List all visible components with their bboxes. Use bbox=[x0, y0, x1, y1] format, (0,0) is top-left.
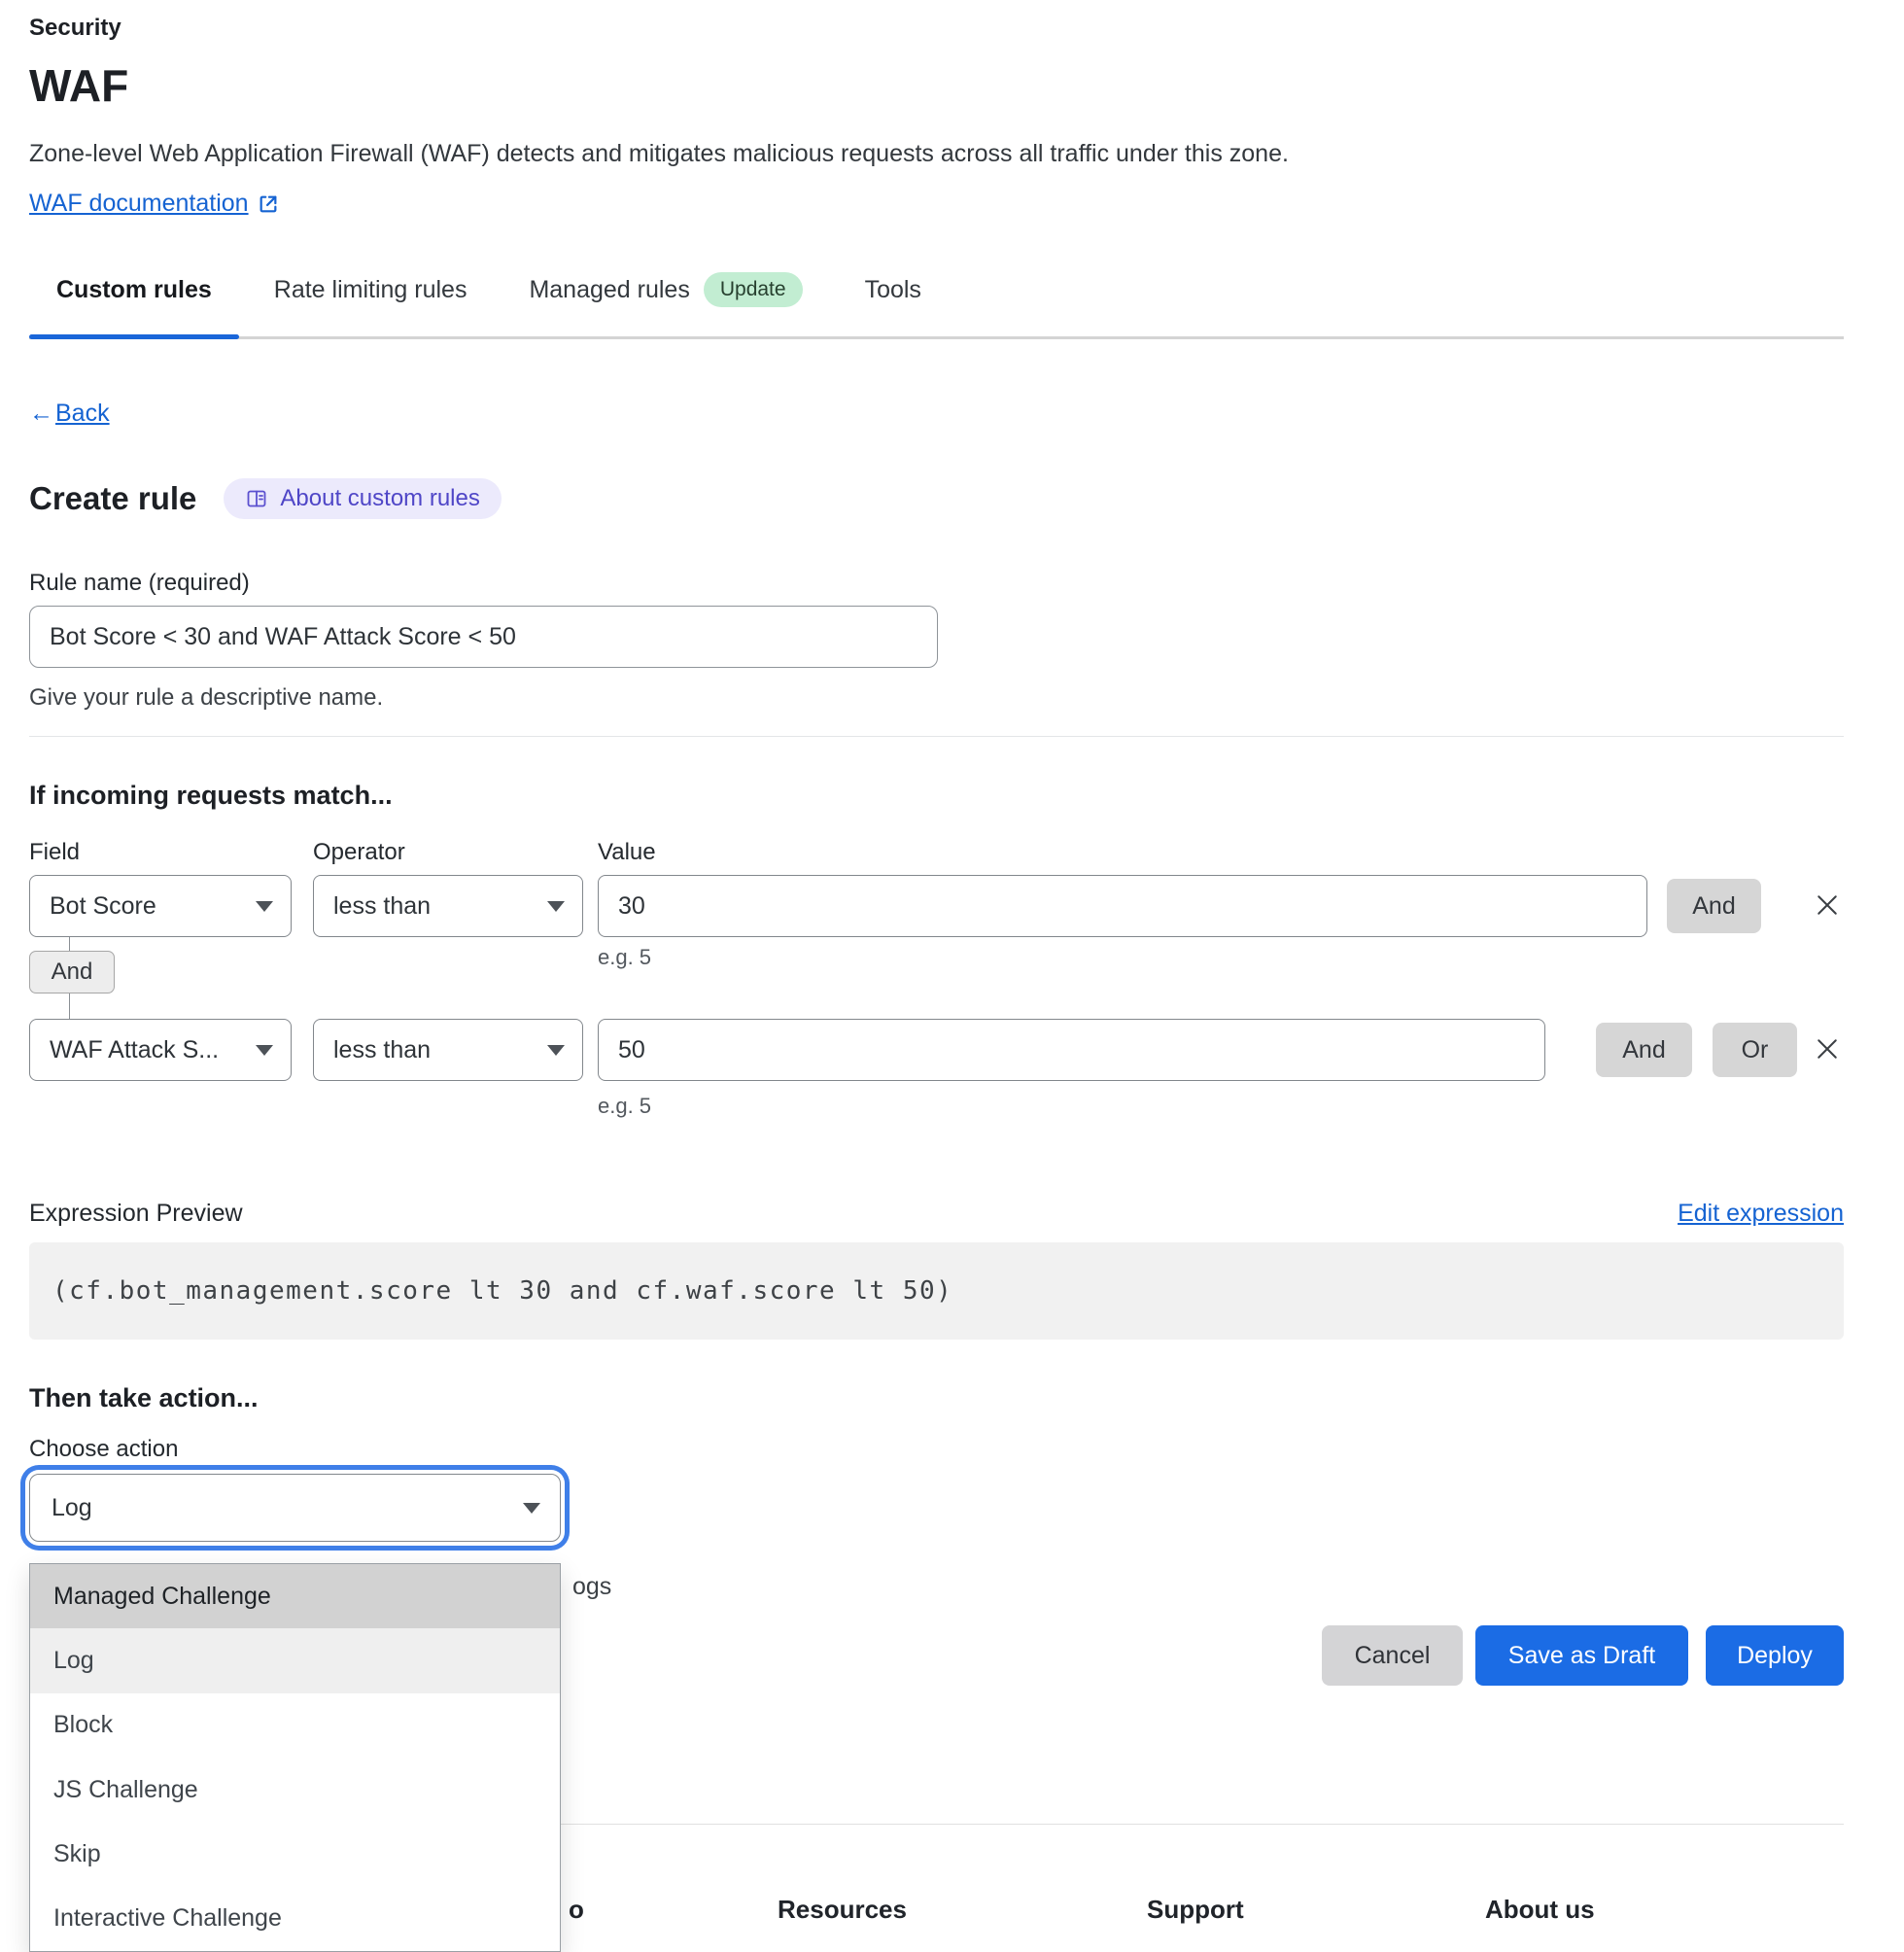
matcher-heading: If incoming requests match... bbox=[29, 781, 393, 810]
rule-name-label: Rule name (required) bbox=[29, 570, 250, 596]
about-custom-rules-label: About custom rules bbox=[280, 485, 480, 511]
footer-column-fragment: o bbox=[569, 1895, 584, 1924]
back-arrow-icon: ← bbox=[29, 400, 53, 427]
page-description: Zone-level Web Application Firewall (WAF… bbox=[29, 140, 1289, 167]
form-actions: Cancel Save as Draft Deploy bbox=[29, 1625, 1844, 1686]
footer-column-resources: Resources bbox=[778, 1895, 907, 1924]
matcher-column-labels: Field Operator Value bbox=[29, 838, 1844, 867]
value-hint-2: e.g. 5 bbox=[598, 1094, 652, 1118]
obscured-text-fragment: ogs bbox=[572, 1573, 612, 1600]
back-label: Back bbox=[55, 400, 110, 427]
menu-item-log[interactable]: Log bbox=[30, 1628, 560, 1693]
value-input-2[interactable] bbox=[598, 1019, 1545, 1081]
tab-tools[interactable]: Tools bbox=[838, 272, 949, 336]
chevron-down-icon bbox=[256, 900, 273, 912]
condition-connector-zone: And e.g. 5 bbox=[29, 937, 1844, 1019]
operator-select-1-value: less than bbox=[333, 891, 432, 920]
value-input-1[interactable] bbox=[598, 875, 1647, 937]
operator-select-2[interactable]: less than bbox=[313, 1019, 583, 1081]
page-footer: o Resources Support About us bbox=[29, 1824, 1844, 1950]
rule-name-help: Give your rule a descriptive name. bbox=[29, 684, 384, 711]
add-or-condition-button-2[interactable]: Or bbox=[1713, 1023, 1797, 1077]
tab-rate-limiting-rules[interactable]: Rate limiting rules bbox=[247, 272, 495, 336]
chevron-down-icon bbox=[523, 1502, 540, 1514]
save-as-draft-button[interactable]: Save as Draft bbox=[1475, 1625, 1688, 1686]
chevron-down-icon bbox=[547, 1044, 565, 1056]
footer-column-about-us: About us bbox=[1485, 1895, 1595, 1924]
book-icon bbox=[245, 487, 268, 510]
choose-action-label: Choose action bbox=[29, 1436, 179, 1462]
field-select-1-value: Bot Score bbox=[50, 891, 156, 920]
operator-select-1[interactable]: less than bbox=[313, 875, 583, 937]
add-and-condition-button-2[interactable]: And bbox=[1596, 1023, 1692, 1077]
back-link[interactable]: ← Back bbox=[29, 398, 110, 429]
page-title: WAF bbox=[29, 60, 129, 111]
condition-join-toggle[interactable]: And bbox=[29, 951, 115, 993]
chevron-down-icon bbox=[547, 900, 565, 912]
tab-rate-limiting-rules-label: Rate limiting rules bbox=[273, 276, 467, 303]
external-link-icon bbox=[258, 192, 279, 214]
menu-item-js-challenge[interactable]: JS Challenge bbox=[53, 1775, 198, 1803]
field-select-2-value: WAF Attack S... bbox=[50, 1035, 220, 1063]
menu-item-interactive-challenge[interactable]: Interactive Challenge bbox=[53, 1904, 282, 1933]
field-select-1[interactable]: Bot Score bbox=[29, 875, 292, 937]
deploy-button[interactable]: Deploy bbox=[1706, 1625, 1844, 1686]
operator-column-label: Operator bbox=[313, 839, 405, 865]
action-select[interactable]: Log bbox=[29, 1474, 561, 1542]
close-icon bbox=[1817, 894, 1837, 915]
operator-select-2-value: less than bbox=[333, 1035, 432, 1063]
condition-row-1: Bot Score less than And bbox=[29, 875, 1844, 937]
tab-custom-rules[interactable]: Custom rules bbox=[29, 272, 239, 339]
chevron-down-icon bbox=[256, 1044, 273, 1056]
menu-item-skip[interactable]: Skip bbox=[53, 1839, 101, 1867]
edit-expression-link[interactable]: Edit expression bbox=[1678, 1200, 1844, 1227]
about-custom-rules-button[interactable]: About custom rules bbox=[224, 478, 502, 519]
tab-managed-rules-label: Managed rules bbox=[529, 276, 690, 303]
connector-line-top bbox=[69, 937, 70, 951]
field-select-2[interactable]: WAF Attack S... bbox=[29, 1019, 292, 1081]
rule-name-input[interactable] bbox=[29, 606, 938, 668]
waf-documentation-link[interactable]: WAF documentation bbox=[29, 189, 279, 218]
tab-custom-rules-label: Custom rules bbox=[56, 276, 212, 303]
expression-preview-label: Expression Preview bbox=[29, 1200, 243, 1227]
connector-line-bottom bbox=[69, 993, 70, 1019]
section-divider bbox=[29, 736, 1844, 737]
create-rule-heading: Create rule bbox=[29, 480, 197, 516]
condition-row-2: WAF Attack S... less than And Or bbox=[29, 1019, 1844, 1081]
tab-bar: Custom rules Rate limiting rules Managed… bbox=[29, 272, 1844, 339]
waf-documentation-label: WAF documentation bbox=[29, 190, 249, 217]
value-column-label: Value bbox=[598, 839, 656, 865]
action-select-value: Log bbox=[52, 1493, 92, 1521]
action-dropdown-menu: Managed Challenge Log Block JS Challenge… bbox=[29, 1563, 561, 1952]
remove-condition-button-1[interactable] bbox=[1811, 889, 1844, 923]
action-heading: Then take action... bbox=[29, 1383, 259, 1412]
close-icon bbox=[1817, 1038, 1837, 1059]
action-select-wrap: Log ogs Managed Challenge Log Block JS C… bbox=[29, 1474, 611, 1952]
cancel-button[interactable]: Cancel bbox=[1322, 1625, 1463, 1686]
breadcrumb-security: Security bbox=[29, 15, 121, 41]
tab-managed-rules[interactable]: Managed rules Update bbox=[502, 272, 829, 336]
value-hint-1: e.g. 5 bbox=[598, 945, 652, 969]
remove-condition-button-2[interactable] bbox=[1811, 1033, 1844, 1066]
footer-column-support: Support bbox=[1147, 1895, 1244, 1924]
back-row: ← Back bbox=[29, 398, 1844, 433]
add-and-condition-button-1[interactable]: And bbox=[1667, 879, 1761, 933]
expression-preview-code: (cf.bot_management.score lt 30 and cf.wa… bbox=[29, 1242, 1844, 1340]
update-badge: Update bbox=[703, 272, 803, 307]
field-column-label: Field bbox=[29, 839, 81, 865]
tab-tools-label: Tools bbox=[864, 276, 921, 303]
menu-item-block[interactable]: Block bbox=[53, 1711, 114, 1739]
menu-item-managed-challenge[interactable]: Managed Challenge bbox=[30, 1564, 560, 1629]
